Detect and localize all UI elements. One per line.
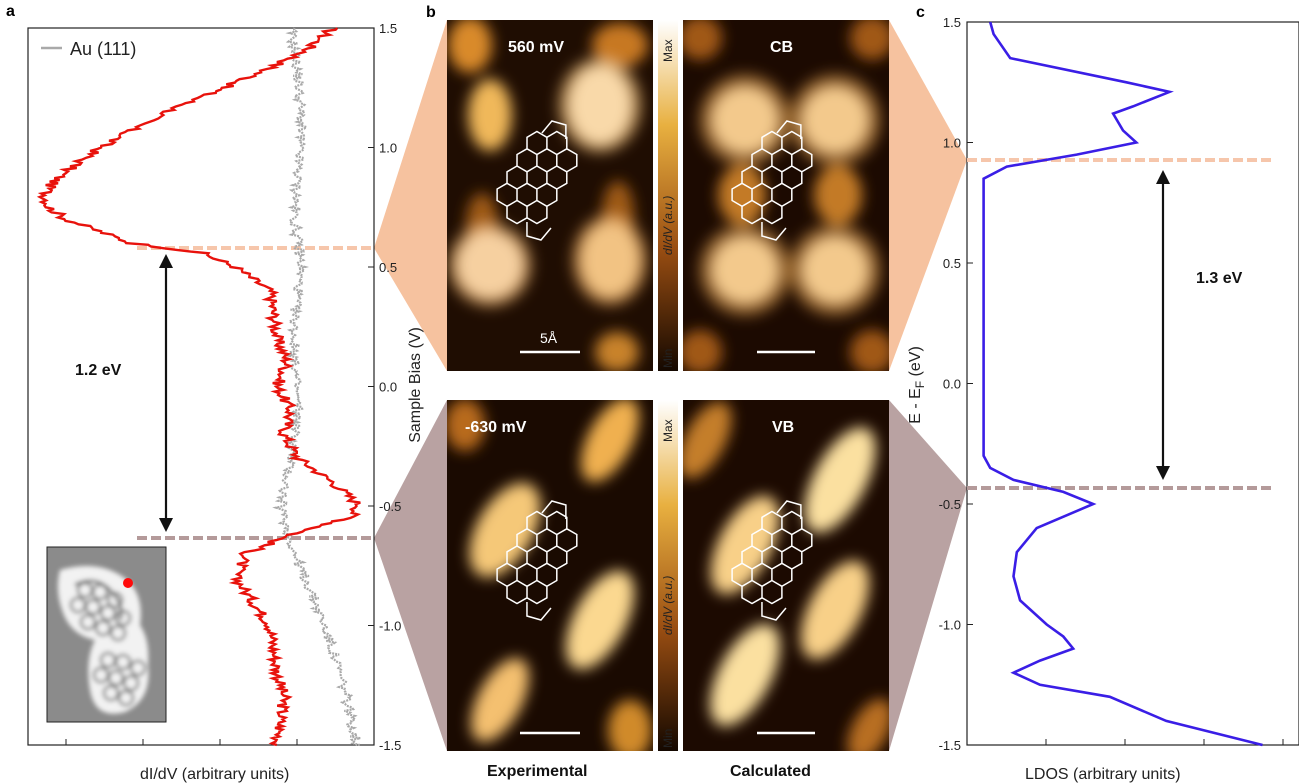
c-ytick-label: -0.5 — [939, 497, 961, 512]
calc-bottom-title: VB — [772, 419, 794, 436]
colorbar-top-max: Max — [661, 39, 675, 62]
exp-top-title: 560 mV — [508, 39, 564, 56]
ldos-curve — [982, 21, 1263, 747]
molecule-overlay-calc-top — [731, 120, 813, 241]
panel-letter-a: a — [6, 3, 15, 20]
gap-label-a: 1.2 eV — [75, 362, 122, 379]
molecule-bonds — [731, 500, 813, 621]
vb-connector-right — [889, 400, 967, 751]
colorbar-bottom-max: Max — [661, 419, 675, 442]
c-ytick-label: 0.0 — [943, 377, 961, 392]
panel-c-xticks — [1045, 739, 1284, 745]
panel-c-frame — [966, 21, 1299, 746]
molecule-bonds — [496, 500, 578, 621]
a-ytick-label: 1.5 — [379, 21, 397, 36]
legend-au-label: Au (111) — [70, 39, 136, 59]
au-curve — [272, 27, 362, 747]
a-ytick-label: -0.5 — [379, 499, 401, 514]
c-ytick-label: 1.5 — [943, 15, 961, 30]
label-experimental: Experimental — [487, 763, 587, 780]
label-calculated: Calculated — [730, 763, 811, 780]
colorbar-top-min: Min — [661, 349, 675, 368]
exp-bottom-title: -630 mV — [465, 419, 527, 436]
colorbar-top-label: dI/dV (a.u.) — [661, 196, 675, 255]
panel-a-xticks — [65, 739, 298, 745]
gap-arrow-a — [159, 254, 173, 532]
a-ytick-label: -1.5 — [379, 738, 401, 753]
gap-arrow-c — [1156, 170, 1170, 480]
calc-top-title: CB — [770, 39, 793, 56]
stm-image-exp-top: 560 mV 5Å — [447, 20, 653, 371]
colorbar-top: Max dI/dV (a.u.) Min — [655, 20, 681, 371]
molecule-bonds — [496, 120, 578, 241]
panel-letter-b: b — [426, 4, 436, 21]
scale-bar-label: 5Å — [540, 330, 558, 346]
experimental-curve — [36, 27, 362, 747]
colorbar-bottom-min: Min — [661, 729, 675, 748]
c-ytick-label: -1.0 — [939, 618, 961, 633]
cb-connector-right — [889, 20, 967, 371]
a-ytick-label: 1.0 — [379, 141, 397, 156]
molecule-bonds — [731, 120, 813, 241]
stm-image-calc-bottom: VB — [683, 400, 889, 751]
vb-connector-left — [374, 400, 447, 751]
gap-label-c: 1.3 eV — [1196, 270, 1243, 287]
panel-a-xlabel: dI/dV (arbitrary units) — [140, 766, 289, 783]
molecule-overlay-calc-bottom — [731, 500, 813, 621]
panel-letter-c: c — [916, 4, 925, 21]
a-ytick-label: 0.0 — [379, 380, 397, 395]
a-ytick-label: -1.0 — [379, 619, 401, 634]
panel-a-yticks: 1.5 1.0 0.5 0.0 -0.5 -1.0 -1.5 — [368, 21, 401, 753]
panel-c-yticks: 1.5 1.0 0.5 0.0 -0.5 -1.0 -1.5 — [939, 15, 973, 753]
panel-c-xlabel: LDOS (arbitrary units) — [1025, 766, 1181, 783]
c-ytick-label: 1.0 — [943, 136, 961, 151]
stm-image-exp-bottom: -630 mV — [447, 400, 653, 751]
molecule-overlay-exp-top — [496, 120, 578, 241]
colorbar-bottom-label: dI/dV (a.u.) — [661, 576, 675, 635]
cb-connector-left — [374, 20, 447, 371]
a-ytick-label: 0.5 — [379, 260, 397, 275]
c-ytick-label: -1.5 — [939, 738, 961, 753]
molecule-overlay-exp-bottom — [496, 500, 578, 621]
stm-image-calc-top: CB — [683, 20, 889, 371]
inset-stm-image — [46, 546, 167, 723]
c-ytick-label: 0.5 — [943, 256, 961, 271]
panel-a-ylabel: Sample Bias (V) — [407, 327, 424, 443]
panel-c-ylabel: E - EF (eV) — [907, 346, 927, 424]
colorbar-bottom: Max dI/dV (a.u.) Min — [655, 400, 681, 751]
